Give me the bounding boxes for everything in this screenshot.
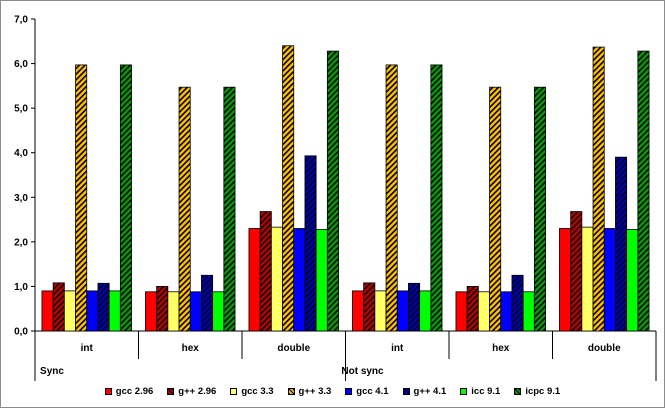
legend-item: g++ 2.96	[167, 386, 216, 397]
category-label: int	[391, 343, 404, 354]
bar	[396, 290, 409, 332]
bar	[637, 50, 650, 332]
y-tick-label: 4,0	[14, 148, 28, 159]
category-label: int	[81, 343, 94, 354]
y-tick-label: 6,0	[14, 59, 28, 70]
bar	[592, 46, 605, 332]
legend-item: gcc 2.96	[104, 386, 154, 397]
bar	[581, 226, 594, 332]
legend-label: icc 9.1	[471, 386, 501, 397]
bar	[326, 50, 339, 332]
bar	[201, 274, 214, 332]
bar	[167, 291, 180, 332]
bar	[500, 291, 513, 332]
y-tick-label: 0,0	[14, 327, 28, 338]
legend-swatch	[104, 388, 112, 395]
y-tick-label: 5,0	[14, 104, 28, 115]
bar	[189, 291, 202, 332]
category-label: double	[277, 343, 310, 354]
bar	[41, 290, 54, 332]
legend: gcc 2.96 g++ 2.96 gcc 3.3 g++ 3.3 gcc 4.1 g++…	[1, 386, 664, 397]
bar	[145, 291, 158, 332]
bar	[156, 286, 169, 332]
legend-label: icpc 9.1	[525, 386, 561, 397]
bar	[419, 290, 432, 332]
legend-label: gcc 2.96	[115, 386, 154, 397]
bar	[385, 64, 398, 332]
legend-label: g++ 2.96	[178, 386, 217, 397]
bar	[430, 64, 443, 332]
bar	[533, 86, 546, 332]
bar	[455, 291, 468, 332]
category-label: double	[588, 343, 621, 354]
group-label: Sync	[40, 366, 64, 377]
bar	[570, 211, 583, 332]
bar	[75, 64, 88, 332]
bar	[293, 228, 306, 332]
legend-label: g++ 4.1	[413, 386, 447, 397]
legend-label: gcc 3.3	[241, 386, 274, 397]
bar	[212, 291, 225, 332]
legend-item: gcc 3.3	[230, 386, 274, 397]
bar	[223, 86, 236, 332]
bar	[119, 64, 132, 332]
legend-swatch	[514, 388, 522, 395]
y-tick-label: 7,0	[14, 15, 28, 26]
bar	[108, 290, 121, 332]
group-label: Not sync	[341, 366, 384, 377]
bar	[466, 286, 479, 332]
bar	[178, 86, 191, 332]
legend-swatch	[230, 388, 238, 395]
legend-item: gcc 4.1	[345, 386, 389, 397]
bar	[52, 282, 65, 332]
bar	[282, 45, 295, 332]
y-tick-label: 3,0	[14, 193, 28, 204]
legend-item: icpc 9.1	[514, 386, 560, 397]
legend-swatch	[287, 388, 295, 395]
legend-swatch	[345, 388, 353, 395]
bar	[259, 211, 272, 332]
legend-item: g++ 4.1	[402, 386, 447, 397]
bar	[511, 274, 524, 332]
bar	[248, 228, 261, 332]
legend-swatch	[460, 388, 468, 395]
bar	[559, 228, 572, 332]
bar	[97, 282, 110, 332]
bar	[352, 290, 365, 332]
bar	[374, 290, 387, 332]
bar	[408, 282, 421, 332]
legend-swatch	[167, 388, 175, 395]
bar	[615, 156, 628, 332]
bar	[603, 228, 616, 332]
bar	[315, 228, 328, 332]
bar	[626, 228, 639, 332]
bar	[522, 291, 535, 332]
legend-item: icc 9.1	[460, 386, 500, 397]
bar	[86, 290, 99, 332]
y-tick-label: 2,0	[14, 237, 28, 248]
y-tick-label: 1,0	[14, 282, 28, 293]
legend-label: g++ 3.3	[298, 386, 332, 397]
bar	[489, 86, 502, 332]
legend-label: gcc 4.1	[356, 386, 389, 397]
bar	[270, 226, 283, 332]
bar	[363, 282, 376, 332]
category-label: hex	[492, 343, 510, 354]
legend-swatch	[402, 388, 410, 395]
legend-item: g++ 3.3	[287, 386, 332, 397]
bar	[63, 290, 76, 332]
category-label: hex	[182, 343, 200, 354]
bar	[477, 291, 490, 332]
bar	[304, 155, 317, 332]
